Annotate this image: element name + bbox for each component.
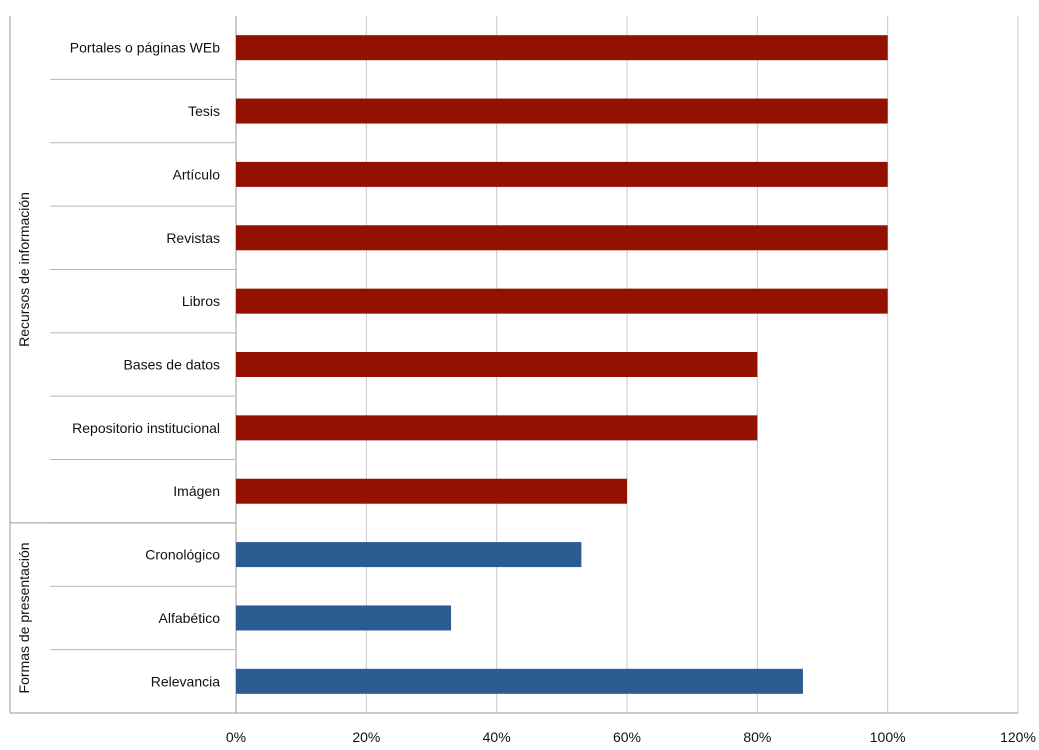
bar-4 <box>236 225 888 251</box>
category-label-2: Tesis <box>188 103 220 119</box>
x-tick-label-4: 80% <box>743 729 771 745</box>
bar-3 <box>236 161 888 187</box>
bar-5 <box>236 288 888 314</box>
bar-7 <box>236 415 758 441</box>
bar-8 <box>236 478 627 504</box>
bar-10 <box>236 605 452 631</box>
group-label-2: Formas de presentación <box>16 542 32 693</box>
bar-9 <box>236 542 582 568</box>
bar-2 <box>236 98 888 124</box>
x-tick-label-6: 120% <box>1000 729 1036 745</box>
category-label-9: Cronológico <box>145 547 220 563</box>
bar-1 <box>236 35 888 61</box>
category-label-8: Imágen <box>173 483 220 499</box>
category-label-3: Artículo <box>173 166 221 182</box>
x-tick-label-2: 40% <box>483 729 511 745</box>
bar-11 <box>236 668 803 694</box>
category-label-4: Revistas <box>166 230 220 246</box>
group-label-1: Recursos de información <box>16 192 32 347</box>
category-label-10: Alfabético <box>159 610 221 626</box>
category-label-6: Bases de datos <box>123 357 220 373</box>
category-label-5: Libros <box>182 293 220 309</box>
x-tick-label-0: 0% <box>226 729 246 745</box>
x-tick-label-1: 20% <box>352 729 380 745</box>
x-tick-label-5: 100% <box>870 729 906 745</box>
category-label-1: Portales o páginas WEb <box>70 40 220 56</box>
bar-6 <box>236 352 758 377</box>
x-tick-label-3: 60% <box>613 729 641 745</box>
category-label-11: Relevancia <box>151 673 220 689</box>
category-label-7: Repositorio institucional <box>72 420 220 436</box>
